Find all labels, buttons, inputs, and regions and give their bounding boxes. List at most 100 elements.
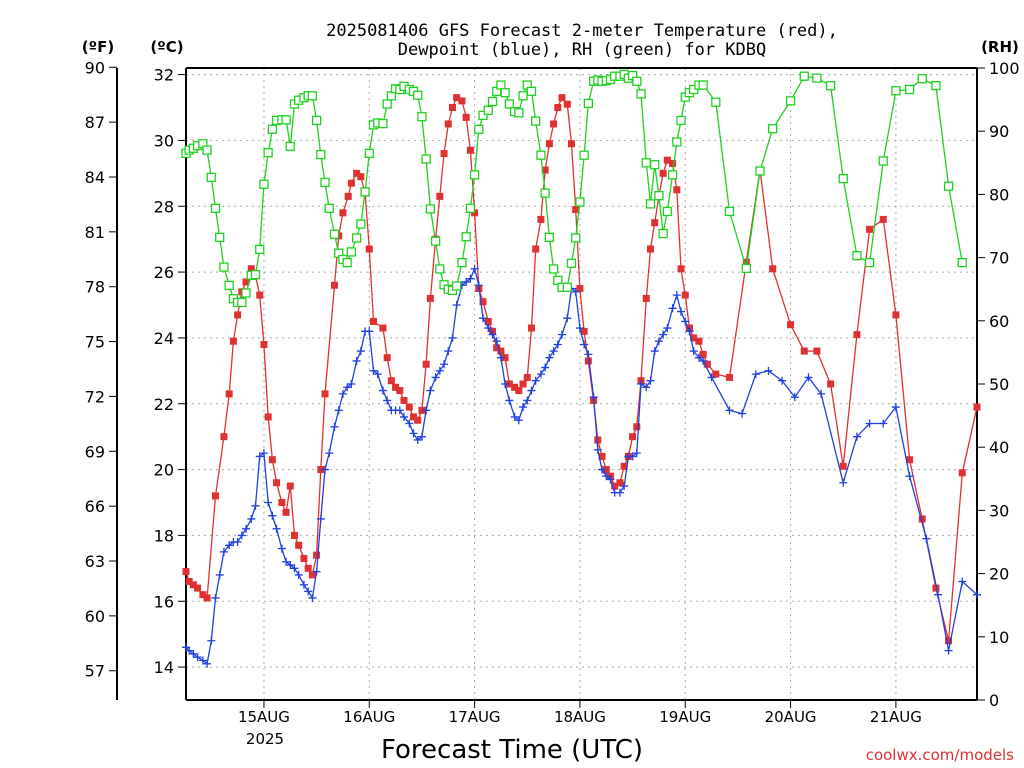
data-point-rh bbox=[329, 229, 340, 239]
data-point-dewpoint bbox=[242, 524, 251, 533]
data-point-temperature bbox=[203, 594, 211, 602]
data-point-temperature bbox=[879, 215, 887, 223]
data-point-dewpoint bbox=[237, 531, 246, 540]
rh-tick-label: 40 bbox=[989, 438, 1009, 457]
data-point-rh bbox=[263, 148, 273, 158]
data-point-temperature bbox=[853, 331, 861, 339]
data-point-rh bbox=[632, 76, 642, 86]
data-point-dewpoint bbox=[321, 465, 330, 474]
data-point-dewpoint bbox=[620, 482, 629, 491]
data-point-dewpoint bbox=[571, 287, 580, 296]
data-point-temperature bbox=[418, 406, 426, 414]
data-point-rh bbox=[413, 90, 423, 100]
data-point-dewpoint bbox=[338, 389, 347, 398]
data-point-dewpoint bbox=[637, 380, 646, 388]
data-point-temperature bbox=[220, 433, 228, 441]
fahrenheit-tick-label: 60 bbox=[85, 607, 105, 626]
data-point-temperature bbox=[260, 341, 268, 348]
data-point-rh bbox=[430, 236, 441, 246]
data-point-temperature bbox=[787, 321, 795, 329]
fahrenheit-tick-label: 87 bbox=[85, 113, 105, 132]
data-point-rh bbox=[224, 280, 234, 291]
series-temperature bbox=[182, 94, 981, 645]
data-point-temperature bbox=[669, 159, 677, 167]
data-point-rh bbox=[540, 188, 550, 198]
celsius-tick-label: 16 bbox=[154, 592, 174, 611]
rh-tick-label: 60 bbox=[989, 312, 1009, 331]
data-point-rh bbox=[496, 80, 506, 90]
data-point-temperature bbox=[256, 291, 264, 299]
data-point-dewpoint bbox=[325, 449, 334, 458]
data-point-temperature bbox=[918, 515, 926, 523]
data-point-dewpoint bbox=[958, 577, 967, 586]
data-point-dewpoint bbox=[606, 475, 615, 484]
data-point-rh bbox=[785, 96, 796, 106]
data-point-dewpoint bbox=[193, 653, 202, 662]
data-point-dewpoint bbox=[501, 380, 510, 388]
data-point-temperature bbox=[932, 584, 940, 592]
data-point-rh bbox=[457, 258, 467, 268]
data-point-rh bbox=[364, 148, 374, 158]
data-point-temperature bbox=[347, 179, 355, 187]
data-point-dewpoint bbox=[277, 544, 286, 553]
data-point-dewpoint bbox=[334, 406, 343, 415]
data-point-rh bbox=[210, 203, 221, 213]
data-point-temperature bbox=[572, 206, 580, 214]
data-point-temperature bbox=[242, 278, 250, 286]
data-point-dewpoint bbox=[677, 307, 686, 316]
data-point-temperature bbox=[304, 564, 312, 572]
data-point-temperature bbox=[598, 452, 606, 460]
celsius-tick-label: 18 bbox=[154, 526, 174, 545]
data-point-rh bbox=[378, 118, 388, 129]
celsius-tick-label: 26 bbox=[154, 263, 174, 282]
data-point-temperature bbox=[225, 390, 233, 398]
data-point-dewpoint bbox=[699, 356, 708, 365]
data-point-rh bbox=[478, 110, 488, 121]
data-point-dewpoint bbox=[519, 403, 528, 412]
data-point-temperature bbox=[410, 413, 418, 421]
data-point-rh bbox=[425, 204, 436, 214]
fahrenheit-tick-label: 69 bbox=[85, 442, 105, 461]
data-point-rh bbox=[864, 258, 875, 268]
data-point-dewpoint bbox=[531, 376, 540, 385]
data-point-rh bbox=[878, 156, 888, 166]
data-point-temperature bbox=[199, 591, 207, 599]
data-point-temperature bbox=[426, 294, 434, 302]
data-point-dewpoint bbox=[817, 389, 826, 398]
data-point-rh bbox=[465, 203, 476, 213]
data-point-temperature bbox=[436, 192, 444, 200]
data-point-dewpoint bbox=[602, 472, 611, 481]
data-point-temperature bbox=[563, 100, 571, 108]
data-point-dewpoint bbox=[400, 412, 409, 421]
data-point-temperature bbox=[357, 173, 365, 181]
data-point-rh bbox=[421, 154, 431, 164]
x-tick-label: 16AUG bbox=[343, 708, 395, 726]
data-point-dewpoint bbox=[356, 347, 365, 356]
data-point-temperature bbox=[906, 456, 914, 464]
data-point-rh bbox=[531, 116, 541, 126]
data-point-temperature bbox=[466, 146, 474, 154]
rh-tick-label: 0 bbox=[989, 691, 999, 710]
data-point-dewpoint bbox=[203, 659, 212, 668]
data-point-rh bbox=[346, 247, 357, 257]
data-point-temperature bbox=[725, 373, 733, 381]
data-point-temperature bbox=[550, 120, 558, 128]
data-point-rh bbox=[360, 187, 370, 197]
data-point-temperature bbox=[866, 225, 874, 233]
data-point-temperature bbox=[663, 156, 671, 164]
data-point-temperature bbox=[813, 347, 821, 355]
data-point-dewpoint bbox=[514, 416, 523, 425]
data-point-temperature bbox=[365, 245, 373, 253]
data-point-temperature bbox=[611, 482, 619, 490]
data-point-temperature bbox=[396, 387, 404, 395]
data-point-dewpoint bbox=[405, 419, 414, 428]
data-point-temperature bbox=[290, 531, 298, 539]
data-point-rh bbox=[571, 233, 581, 243]
data-point-temperature bbox=[800, 347, 808, 355]
data-point-dewpoint bbox=[598, 465, 607, 474]
celsius-tick-label: 14 bbox=[154, 658, 174, 677]
data-point-dewpoint bbox=[431, 373, 440, 382]
data-point-dewpoint bbox=[259, 449, 268, 458]
data-point-dewpoint bbox=[764, 366, 773, 375]
data-point-dewpoint bbox=[211, 593, 220, 602]
